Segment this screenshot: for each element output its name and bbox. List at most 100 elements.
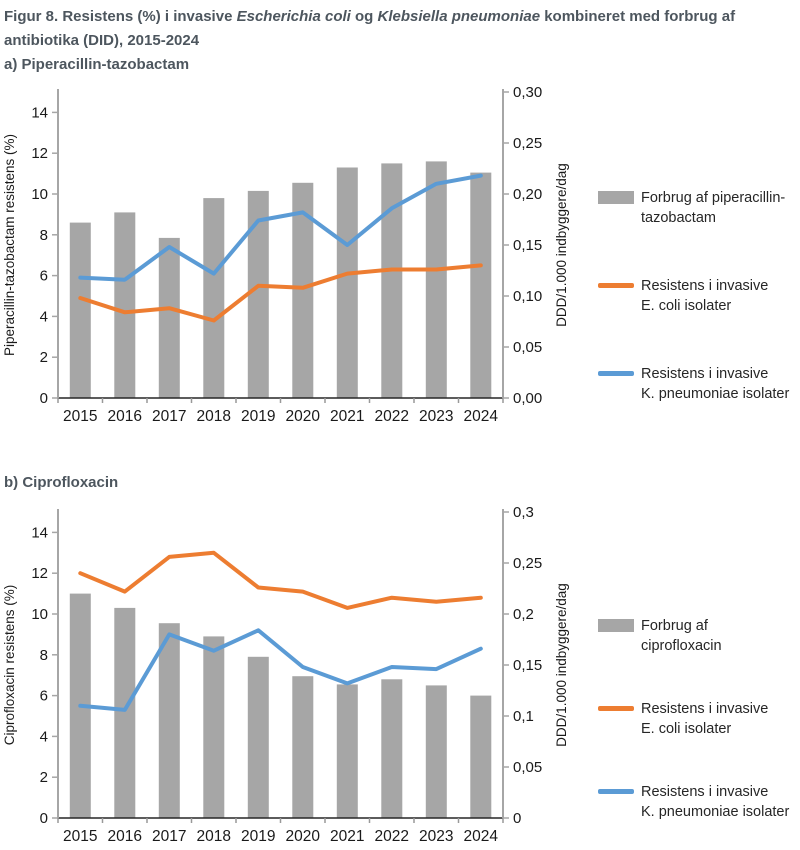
bar-2018	[203, 636, 225, 818]
x-axis-label-2023: 2023	[419, 828, 453, 845]
left-axis-title: Ciprofloxacin resistens (%)	[2, 585, 17, 746]
right-axis-tick-label: 0,05	[513, 339, 542, 356]
figure-title: Figur 8. Resistens (%) i invasive Escher…	[4, 5, 800, 53]
left-axis-tick-label: 12	[31, 565, 48, 582]
panel-b-legend: Forbrug af ciprofloxacin Resistens i inva…	[598, 616, 800, 850]
bar-2023	[425, 161, 447, 398]
bar-2017	[158, 237, 180, 398]
bar-2021	[336, 684, 358, 818]
panel-a-heading: a) Piperacillin-tazobactam	[4, 56, 190, 73]
left-axis-tick-label: 4	[40, 308, 48, 325]
line-kpneumoniae-resistance	[78, 628, 483, 712]
figure-title-line1: Figur 8. Resistens (%) i invasive Escher…	[4, 5, 800, 29]
bar-2022	[381, 163, 403, 398]
left-axis-tick-label: 0	[40, 810, 48, 827]
blue-line-swatch-icon	[598, 371, 634, 376]
legend-item-ecoli: Resistens i invasive E. coli isolater	[598, 699, 800, 741]
panel-b-chart: 0 2 4 6 8 10 12 14 0 0,05 0,1 0,15 0,2 0,25 0,3 2015 201…	[2, 506, 569, 845]
legend-label: Resistens i invasive E. coli isolater	[641, 278, 769, 314]
x-axis-label-2024: 2024	[464, 828, 499, 845]
legend-label: Resistens i invasive K. pneumoniae isolat…	[641, 366, 790, 402]
left-axis-tick-label: 0	[40, 390, 48, 407]
panel-a-legend: Forbrug af piperacillin-tazobactam Resis…	[598, 188, 800, 452]
left-axis-tick-label: 4	[40, 728, 48, 745]
bar-2023	[425, 685, 447, 818]
left-axis-tick-label: 2	[40, 769, 48, 786]
left-axis-tick-label: 10	[31, 186, 48, 203]
legend-item-kpneumoniae: Resistens i invasive K. pneumoniae isolat…	[598, 364, 800, 406]
x-axis-label-2021: 2021	[330, 828, 364, 845]
legend-item-kpneumoniae: Resistens i invasive K. pneumoniae isolat…	[598, 782, 800, 824]
right-axis-tick-label: 0,15	[513, 657, 542, 674]
left-axis-tick-label: 6	[40, 268, 48, 285]
figure-title-line2: antibiotika (DID), 2015-2024	[4, 32, 200, 49]
legend-label: Forbrug af ciprofloxacin	[641, 618, 722, 654]
bar-swatch-icon	[598, 619, 634, 632]
bar-2019	[247, 656, 269, 818]
bar-2018	[203, 198, 225, 398]
species-name-italic: Klebsiella pneumoniae	[377, 8, 541, 25]
right-axis-tick-label: 0	[513, 810, 521, 827]
title-text: kombineret med forbrug af	[540, 8, 736, 25]
species-name-italic: Escherichia coli	[236, 8, 351, 25]
bar-2021	[336, 167, 358, 398]
right-axis-tick-label: 0,3	[513, 506, 534, 521]
x-axis-label-2018: 2018	[197, 408, 231, 425]
x-axis-label-2018: 2018	[197, 828, 231, 845]
left-axis-tick-label: 6	[40, 688, 48, 705]
bar-swatch-icon	[598, 191, 634, 204]
legend-item-consumption: Forbrug af ciprofloxacin	[598, 616, 800, 658]
left-axis-tick-label: 10	[31, 606, 48, 623]
legend-label: Resistens i invasive K. pneumoniae isolat…	[641, 784, 790, 820]
right-axis-tick-label: 0,25	[513, 555, 542, 572]
left-axis-tick-label: 8	[40, 647, 48, 664]
x-axis-label-2022: 2022	[375, 408, 409, 425]
left-axis-tick-label: 8	[40, 227, 48, 244]
left-axis-tick-label: 14	[31, 104, 48, 121]
panel-a-chart: 0 2 4 6 8 10 12 14 0,00 0,05 0,10 0,15 0,20 0,25 0,30 2…	[2, 86, 569, 425]
bar-2016	[114, 212, 136, 398]
x-axis-label-2023: 2023	[419, 408, 453, 425]
bar-2022	[381, 679, 403, 818]
line-kpneumoniae-resistance	[78, 173, 483, 282]
bar-2020	[292, 676, 314, 818]
right-axis-tick-label: 0,30	[513, 86, 542, 101]
right-axis-tick-label: 0,05	[513, 759, 542, 776]
right-axis-tick-label: 0,25	[513, 135, 542, 152]
right-axis-tick-label: 0,20	[513, 186, 542, 203]
right-axis-tick-label: 0,10	[513, 288, 542, 305]
left-axis-title: Piperacillin-tazobactam resistens (%)	[2, 134, 17, 356]
right-axis-tick-label: 0,1	[513, 708, 534, 725]
right-axis-tick-label: 0,15	[513, 237, 542, 254]
left-axis-tick-label: 12	[31, 145, 48, 162]
x-axis-label-2017: 2017	[152, 408, 186, 425]
right-axis-tick-label: 0,00	[513, 390, 542, 407]
x-axis-label-2019: 2019	[241, 828, 275, 845]
blue-line-swatch-icon	[598, 789, 634, 794]
bar-2016	[114, 607, 136, 818]
bar-2019	[247, 190, 269, 398]
orange-line-swatch-icon	[598, 706, 634, 711]
legend-item-ecoli: Resistens i invasive E. coli isolater	[598, 276, 800, 318]
bar-2015	[69, 222, 91, 398]
x-axis-label-2015: 2015	[63, 408, 97, 425]
right-axis-title: DDD/1.000 indbyggere/dag	[554, 163, 569, 327]
right-axis-title: DDD/1.000 indbyggere/dag	[554, 583, 569, 747]
x-axis-label-2017: 2017	[152, 828, 186, 845]
bar-2020	[292, 182, 314, 398]
right-axis-tick-label: 0,2	[513, 606, 534, 623]
x-axis-label-2022: 2022	[375, 828, 409, 845]
legend-label: Forbrug af piperacillin-tazobactam	[641, 190, 786, 226]
x-axis-label-2021: 2021	[330, 408, 364, 425]
x-axis-label-2016: 2016	[108, 828, 142, 845]
orange-line-swatch-icon	[598, 283, 634, 288]
bar-2024	[470, 172, 492, 398]
bar-2024	[470, 695, 492, 818]
x-axis-label-2016: 2016	[108, 408, 142, 425]
legend-item-consumption: Forbrug af piperacillin-tazobactam	[598, 188, 800, 230]
x-axis-label-2015: 2015	[63, 828, 97, 845]
title-text: og	[350, 8, 378, 25]
x-axis-label-2020: 2020	[286, 408, 321, 425]
left-axis-tick-label: 14	[31, 524, 48, 541]
